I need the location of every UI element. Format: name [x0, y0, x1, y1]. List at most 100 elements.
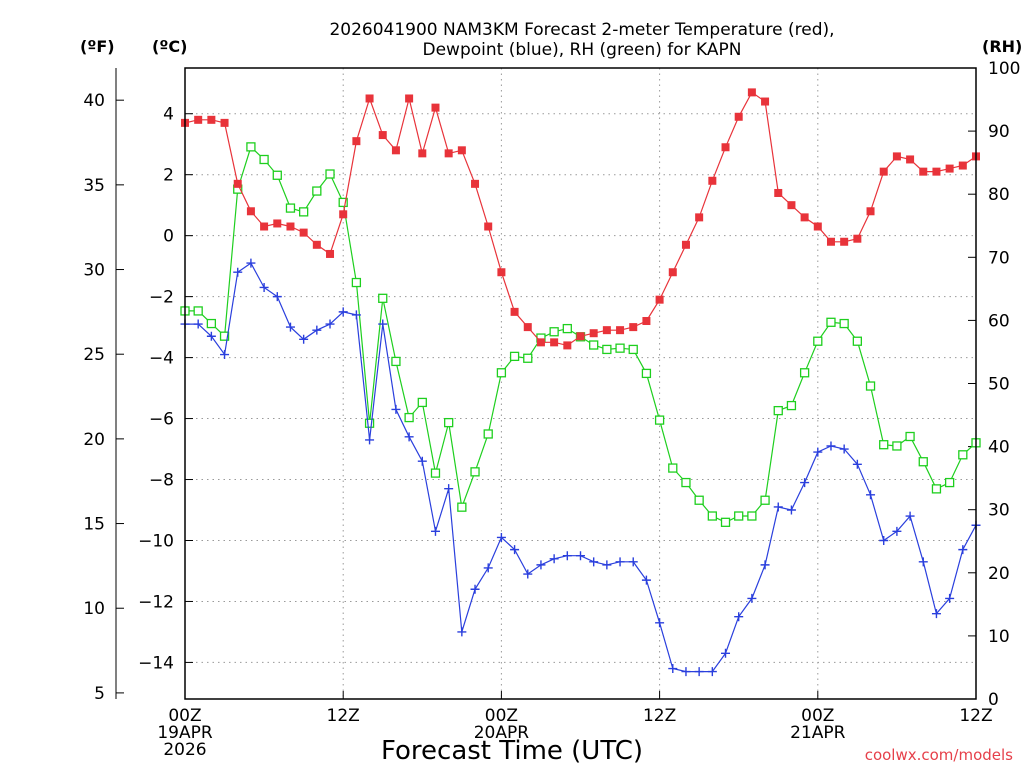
- temperature-point: [260, 222, 269, 231]
- rh-point: [483, 429, 493, 439]
- rh-point: [259, 154, 269, 165]
- dewpoint-point: [786, 505, 796, 515]
- dewpoint-point: [562, 551, 572, 561]
- temperature-point: [826, 237, 835, 246]
- rh-tick-label: 0: [988, 690, 999, 710]
- temperature-point: [312, 240, 321, 249]
- dewpoint-point: [958, 545, 968, 555]
- rh-point: [931, 484, 942, 494]
- fahrenheit-tick-label: 20: [83, 430, 105, 450]
- temperature-point: [326, 249, 335, 258]
- dewpoint-point: [905, 511, 915, 521]
- temperature-point: [761, 97, 770, 106]
- dewpoint-point: [826, 441, 836, 451]
- temperature-point: [365, 94, 374, 103]
- grid-lines: [185, 68, 976, 699]
- dewpoint-point: [404, 432, 414, 442]
- time-tick-label: 12Z: [643, 706, 676, 726]
- rh-point: [589, 340, 599, 350]
- rh-point: [496, 368, 507, 378]
- rh-point: [470, 467, 480, 477]
- plot-frame: [184, 67, 977, 700]
- fahrenheit-tick-label: 35: [83, 176, 105, 196]
- temperature-point: [405, 94, 414, 103]
- dewpoint-point: [417, 456, 427, 466]
- temperature-point: [378, 131, 387, 140]
- temperature-point: [497, 268, 506, 277]
- rh-point: [193, 306, 203, 316]
- rh-point: [338, 197, 348, 208]
- rh-point: [852, 336, 862, 346]
- time-tick-label: 00Z: [168, 706, 201, 726]
- temperature-point: [668, 268, 677, 277]
- rh-point: [417, 397, 427, 408]
- dewpoint-point: [233, 267, 243, 277]
- temperature-point: [431, 103, 440, 112]
- dewpoint-point: [602, 560, 612, 570]
- rh-point: [958, 450, 968, 460]
- dewpoint-series: [180, 258, 981, 677]
- rh-point: [668, 463, 678, 473]
- rh-point: [799, 368, 810, 378]
- dewpoint-point: [628, 557, 638, 567]
- temperature-point: [642, 317, 651, 326]
- dewpoint-point: [800, 478, 810, 488]
- celsius-tick-label: 2: [163, 166, 174, 186]
- temperature-point: [484, 222, 493, 231]
- celsius-unit-label: (ºC): [152, 37, 187, 56]
- temperature-point: [352, 137, 361, 146]
- temperature-point: [840, 237, 849, 246]
- dewpoint-point: [589, 557, 599, 567]
- dewpoint-point: [444, 484, 454, 494]
- temperature-point: [708, 176, 717, 185]
- dewpoint-point: [378, 319, 388, 329]
- dewpoint-point: [391, 404, 401, 414]
- dewpoint-point: [918, 557, 928, 567]
- rh-point: [786, 400, 797, 411]
- rh-tick-label: 100: [988, 59, 1020, 79]
- rh-axis: 0 10 20 30 40 50 60 70 80 90 100: [968, 59, 1020, 710]
- temperature-point: [866, 207, 875, 216]
- temperature-point: [246, 207, 255, 216]
- time-tick-label: 12Z: [959, 706, 992, 726]
- dewpoint-point: [866, 490, 876, 500]
- temperature-point: [444, 149, 453, 158]
- dewpoint-point: [734, 612, 744, 622]
- dewpoint-point: [523, 569, 533, 579]
- rh-tick-label: 10: [988, 627, 1010, 647]
- rh-point: [285, 203, 296, 213]
- temperature-point: [747, 88, 756, 97]
- time-tick-label: 12Z: [327, 706, 360, 726]
- rh-point: [654, 415, 665, 425]
- temperature-point: [800, 213, 809, 222]
- dewpoint-point: [272, 292, 282, 302]
- temperature-line: [184, 91, 977, 347]
- temperature-point: [734, 112, 743, 121]
- dewpoint-point: [365, 435, 375, 445]
- celsius-tick-label: −4: [149, 349, 174, 369]
- temperature-point: [602, 326, 611, 335]
- temperature-point: [655, 295, 664, 304]
- rh-point: [272, 170, 282, 180]
- dewpoint-point: [852, 459, 862, 469]
- rh-point: [444, 417, 454, 428]
- time-tick-label: 20APR: [474, 723, 530, 743]
- temperature-point: [945, 164, 954, 173]
- temperature-point: [471, 179, 480, 188]
- rh-point: [641, 368, 652, 379]
- dewpoint-point: [931, 609, 941, 619]
- dewpoint-point: [193, 319, 203, 329]
- rh-point: [602, 344, 612, 355]
- dewpoint-point: [892, 526, 902, 536]
- temperature-point: [958, 161, 967, 170]
- fahrenheit-tick-label: 10: [83, 599, 105, 619]
- dewpoint-point: [747, 593, 757, 603]
- temperature-point: [919, 167, 928, 176]
- dewpoint-point: [510, 545, 520, 555]
- celsius-tick-label: 4: [163, 105, 174, 125]
- temperature-point: [563, 341, 572, 350]
- dewpoint-point: [839, 444, 849, 454]
- rh-tick-label: 70: [988, 248, 1010, 268]
